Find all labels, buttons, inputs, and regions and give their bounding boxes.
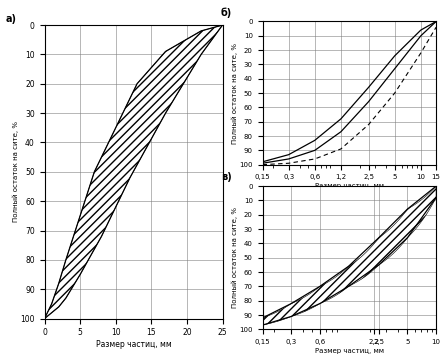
- Y-axis label: Полный остаток на сите, %: Полный остаток на сите, %: [231, 43, 238, 144]
- X-axis label: Размер частиц, мм: Размер частиц, мм: [315, 183, 384, 189]
- Y-axis label: Полный остаток на сите, %: Полный остаток на сите, %: [12, 121, 19, 222]
- X-axis label: Размер частиц, мм: Размер частиц, мм: [315, 348, 384, 354]
- Y-axis label: Полный остаток на сите, %: Полный остаток на сите, %: [231, 207, 238, 308]
- Text: б): б): [221, 7, 232, 18]
- X-axis label: Размер частиц, мм: Размер частиц, мм: [96, 340, 171, 349]
- Text: в): в): [221, 173, 232, 183]
- Text: а): а): [5, 14, 16, 24]
